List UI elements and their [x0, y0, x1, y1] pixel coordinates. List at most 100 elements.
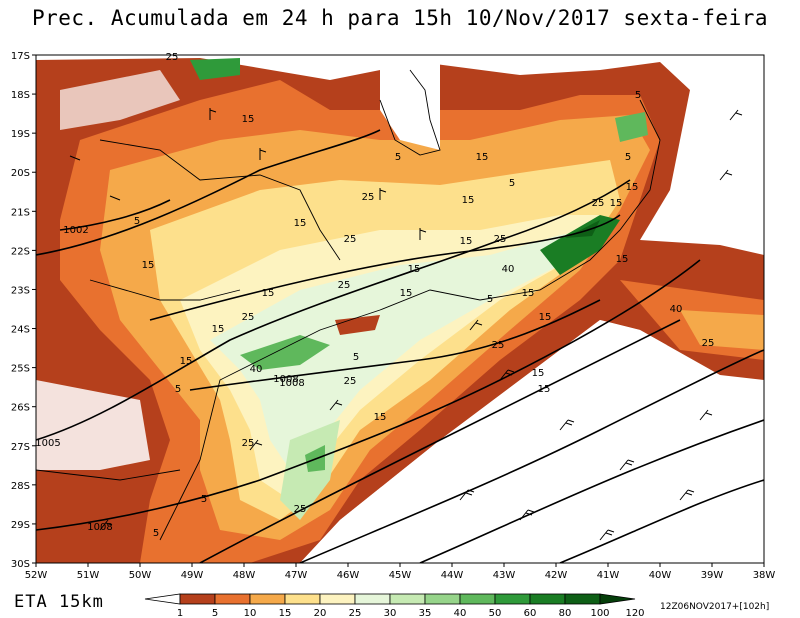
precip-contour-label: 25: [166, 52, 179, 63]
isobar-label: 1008: [279, 378, 304, 389]
colorbar-swatch: [214, 593, 251, 605]
lon-tick-label: 43W: [493, 570, 516, 581]
precip-contour-label: 5: [487, 294, 493, 305]
lon-tick-label: 42W: [545, 570, 568, 581]
lon-tick-label: 49W: [181, 570, 204, 581]
lat-tick-label: 26S: [11, 403, 30, 414]
precipitation-field: [36, 55, 764, 563]
colorbar-tick-label: 15: [279, 608, 292, 618]
colorbar-tick-label: 40: [454, 608, 467, 618]
precip-contour-label: 15: [626, 182, 639, 193]
lat-tick-label: 20S: [11, 168, 30, 179]
precip-contour-label: 15: [462, 195, 475, 206]
precip-contour-label: 15: [616, 254, 629, 265]
lon-tick-label: 52W: [25, 570, 48, 581]
lon-tick-label: 45W: [389, 570, 412, 581]
colorbar-swatch: [529, 593, 566, 605]
precip-contour-label: 5: [201, 494, 207, 505]
lon-tick-label: 46W: [337, 570, 360, 581]
precip-contour-label: 5: [635, 90, 641, 101]
precip-contour-label: 25: [338, 280, 351, 291]
precip-contour-label: 25: [702, 338, 715, 349]
colorbar-swatch: [389, 593, 426, 605]
precip-contour-label: 5: [134, 216, 140, 227]
colorbar-swatch: [599, 593, 636, 605]
precip-contour-label: 40: [502, 264, 515, 275]
lon-tick-label: 44W: [441, 570, 464, 581]
precip-contour-label: 25: [492, 340, 505, 351]
lon-tick-label: 47W: [285, 570, 308, 581]
precip-contour-label: 15: [294, 218, 307, 229]
precip-contour-label: 15: [374, 412, 387, 423]
colorbar-swatch: [284, 593, 321, 605]
colorbar-tick-label: 50: [489, 608, 502, 618]
colorbar-tick-label: 10: [244, 608, 257, 618]
map-title: Prec. Acumulada em 24 h para 15h 10/Nov/…: [31, 6, 768, 30]
colorbar-swatch: [494, 593, 531, 605]
precip-contour-label: 15: [522, 288, 535, 299]
lat-tick-label: 23S: [11, 285, 30, 296]
precip-contour-label: 15: [532, 368, 545, 379]
run-info: 12Z06NOV2017+[102h]: [660, 602, 770, 612]
precip-contour-label: 15: [262, 288, 275, 299]
colorbar-tick-label: 35: [419, 608, 432, 618]
isobar-label: 1005: [35, 438, 60, 449]
colorbar-tick-label: 5: [212, 608, 218, 618]
lon-tick-label: 50W: [129, 570, 152, 581]
precip-contour-label: 15: [460, 236, 473, 247]
precip-contour-label: 25: [242, 312, 255, 323]
precip-contour-label: 25: [242, 438, 255, 449]
lat-tick-label: 19S: [11, 129, 30, 140]
lon-tick-label: 48W: [233, 570, 256, 581]
precip-contour-label: 15: [400, 288, 413, 299]
precip-contour-label: 25: [294, 504, 307, 515]
precip-contour-label: 25: [344, 376, 357, 387]
colorbar-tick-label: 30: [384, 608, 397, 618]
lat-tick-label: 17S: [11, 51, 30, 62]
colorbar-swatch: [319, 593, 356, 605]
precip-contour-label: 5: [153, 528, 159, 539]
precip-contour-label: 5: [353, 352, 359, 363]
precip-contour-label: 25: [362, 192, 375, 203]
precip-contour-label: 40: [250, 364, 263, 375]
precip-contour-label: 15: [610, 198, 623, 209]
colorbar-tick-label: 120: [625, 608, 644, 618]
lat-tick-label: 28S: [11, 481, 30, 492]
colorbar-tick-label: 60: [524, 608, 537, 618]
colorbar: 1 5 10 15 20 25 30 35 40 50 60 80 100 120: [144, 593, 645, 618]
lat-tick-label: 18S: [11, 90, 30, 101]
lat-tick-label: 25S: [11, 364, 30, 375]
lon-tick-label: 39W: [701, 570, 724, 581]
precip-contour-label: 40: [670, 304, 683, 315]
lat-tick-label: 29S: [11, 520, 30, 531]
precip-contour-label: 25: [344, 234, 357, 245]
precip-contour-label: 15: [539, 312, 552, 323]
boundaries: [36, 69, 661, 541]
colorbar-swatch: [144, 593, 181, 605]
precip-contour-label: 15: [242, 114, 255, 125]
colorbar-tick-label: 80: [559, 608, 572, 618]
colorbar-tick-label: 1: [177, 608, 183, 618]
colorbar-swatch: [564, 593, 601, 605]
isobar-contours: [36, 129, 764, 563]
colorbar-swatch: [249, 593, 286, 605]
precip-contour-label: 15: [476, 152, 489, 163]
lat-tick-label: 30S: [11, 559, 30, 570]
lon-tick-label: 51W: [77, 570, 100, 581]
isobar-label: 1008: [87, 522, 112, 533]
colorbar-tick-label: 20: [314, 608, 327, 618]
lat-tick-label: 22S: [11, 246, 30, 257]
lat-tick-label: 24S: [11, 325, 30, 336]
precip-contour-label: 15: [212, 324, 225, 335]
longitude-axis: 52W 51W 50W 49W 48W 47W 46W 45W 44W 43W 42W 41W 40W 3…: [25, 563, 775, 581]
colorbar-swatch: [354, 593, 391, 605]
precip-contour-label: 15: [180, 356, 193, 367]
precip-contour-label: 5: [395, 152, 401, 163]
colorbar-swatch: [424, 593, 461, 605]
wind-barbs: [69, 108, 743, 541]
precip-contour-label: 5: [175, 384, 181, 395]
lon-tick-label: 41W: [597, 570, 620, 581]
precip-contour-label: 15: [408, 264, 421, 275]
